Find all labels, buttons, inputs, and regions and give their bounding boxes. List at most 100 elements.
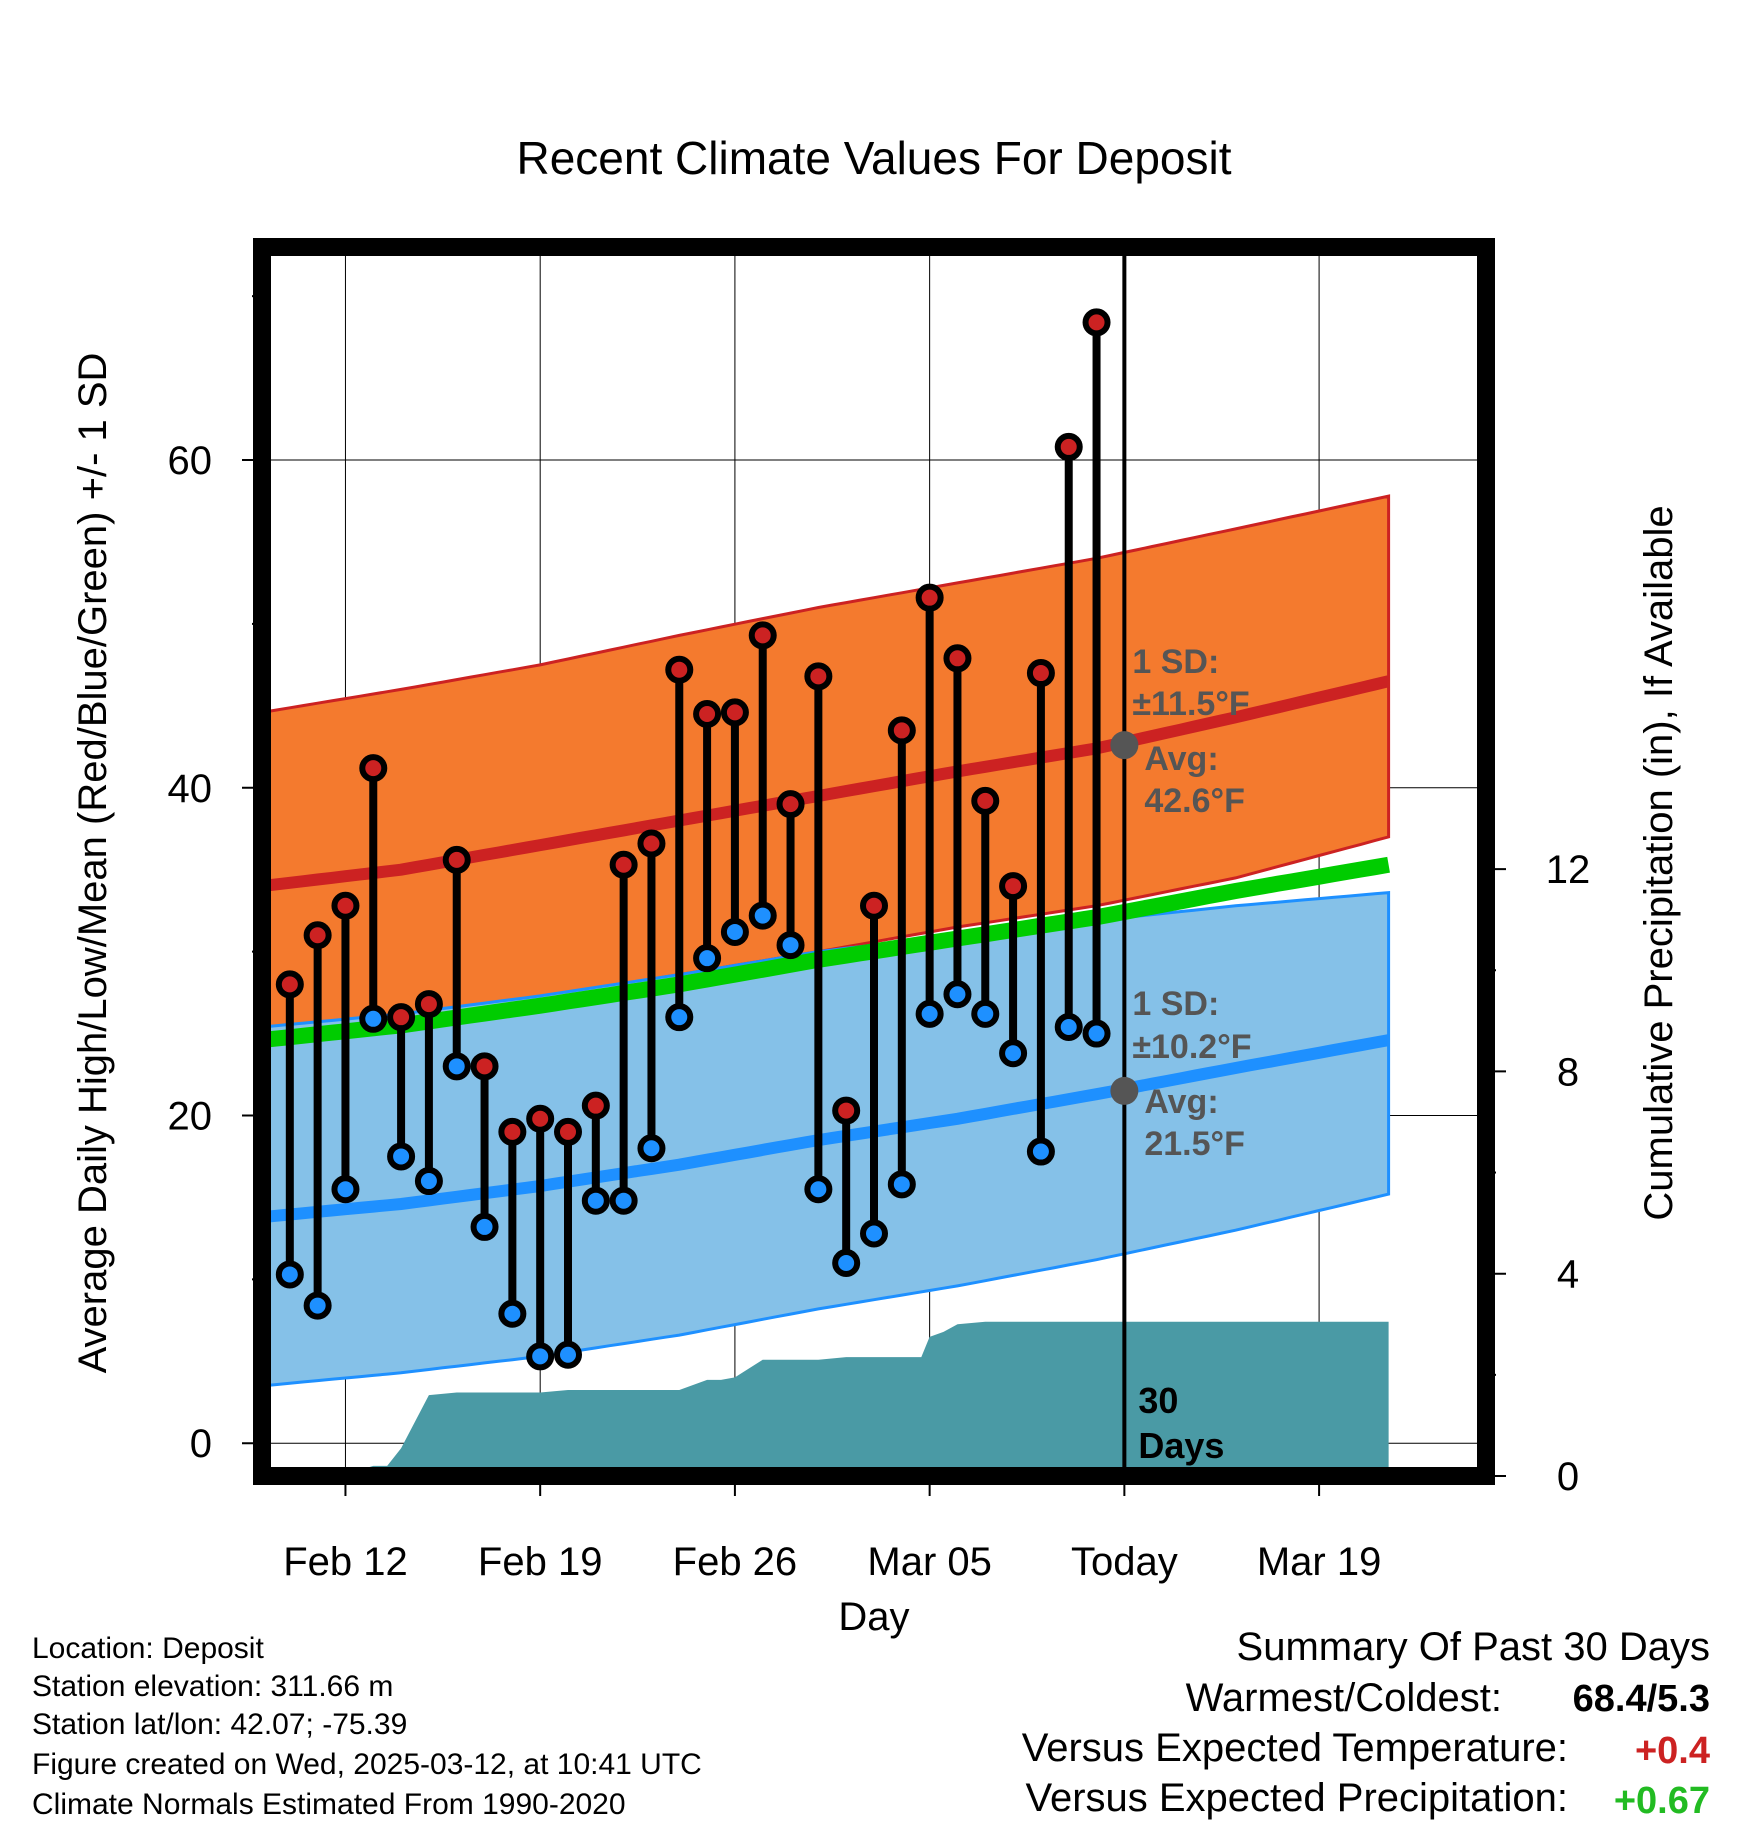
x-tick-label: Mar 19 xyxy=(1257,1540,1382,1584)
y-tick-label: 60 xyxy=(168,439,213,483)
high-point xyxy=(1026,659,1055,688)
low-avg-label: Avg: xyxy=(1144,1083,1218,1121)
low-point xyxy=(1026,1137,1055,1166)
low-point xyxy=(581,1186,610,1215)
high-point xyxy=(414,990,443,1019)
high-point xyxy=(275,970,304,999)
y-tick-label: 40 xyxy=(168,767,213,811)
low-point xyxy=(748,901,777,930)
low-point xyxy=(720,917,749,946)
high-point xyxy=(609,850,638,879)
high-point xyxy=(331,891,360,920)
high-sd-label: 1 SD: xyxy=(1132,643,1219,681)
high-point xyxy=(804,662,833,691)
warmest-coldest-label: Warmest/Coldest: xyxy=(1185,1676,1502,1720)
high-point xyxy=(887,716,916,745)
low-point xyxy=(1054,1013,1083,1042)
high-point xyxy=(748,621,777,650)
low-point xyxy=(832,1248,861,1277)
low-point xyxy=(693,944,722,973)
low-point xyxy=(804,1175,833,1204)
x-tick-label: Feb 12 xyxy=(283,1540,408,1584)
y2-tick-label: 4 xyxy=(1557,1253,1579,1297)
high-point xyxy=(971,786,1000,815)
high-point xyxy=(720,698,749,727)
high-point xyxy=(915,583,944,612)
low-point xyxy=(609,1186,638,1215)
high-point xyxy=(498,1117,527,1146)
high-point xyxy=(303,921,332,950)
temp-vs-expected-value: +0.4 xyxy=(1634,1730,1710,1772)
low-point xyxy=(554,1340,582,1369)
low-point xyxy=(999,1039,1028,1068)
high-point xyxy=(1082,308,1111,337)
summary-heading: Summary Of Past 30 Days xyxy=(1236,1625,1710,1669)
high-point xyxy=(1054,432,1083,461)
high-point xyxy=(943,644,972,673)
normal-mean-line xyxy=(262,856,1390,1049)
temp-vs-expected-label: Versus Expected Temperature: xyxy=(1021,1726,1568,1770)
low-avg-marker xyxy=(1110,1076,1139,1105)
high-point xyxy=(581,1091,610,1120)
high-point xyxy=(832,1096,861,1125)
low-point xyxy=(275,1260,304,1289)
station-latlon: Station lat/lon: 42.07; -75.39 xyxy=(32,1708,408,1741)
high-point xyxy=(554,1117,582,1146)
low-point xyxy=(470,1212,499,1241)
high-point xyxy=(665,655,694,684)
low-sd-label: 1 SD: xyxy=(1132,985,1219,1023)
low-point xyxy=(887,1170,916,1199)
plot-content xyxy=(262,247,1486,1476)
low-point xyxy=(414,1167,443,1196)
low-point xyxy=(442,1052,471,1081)
high-sd-value: ±11.5°F xyxy=(1132,685,1249,723)
low-point xyxy=(387,1142,416,1171)
x-tick-label: Today xyxy=(1071,1540,1178,1584)
normal-low-line xyxy=(262,1034,1390,1224)
low-point xyxy=(971,999,1000,1028)
y2-tick-label: 0 xyxy=(1557,1455,1579,1499)
y-tick-label: 20 xyxy=(168,1094,213,1138)
high-point xyxy=(776,790,805,819)
low-point xyxy=(1082,1019,1111,1048)
today-days-label: 30 xyxy=(1138,1380,1178,1421)
high-point xyxy=(442,845,471,874)
y2-tick-label: 12 xyxy=(1546,848,1591,892)
high-point xyxy=(693,700,722,729)
high-point xyxy=(637,829,666,858)
low-point xyxy=(915,999,944,1028)
low-point xyxy=(665,1003,694,1032)
low-point xyxy=(359,1004,388,1033)
low-avg-value: 21.5°F xyxy=(1144,1125,1245,1163)
today-days-label-2: Days xyxy=(1138,1425,1224,1466)
climate-normals-note: Climate Normals Estimated From 1990-2020 xyxy=(32,1788,626,1821)
high-point xyxy=(470,1052,499,1081)
low-point xyxy=(303,1291,332,1320)
y-tick-label: 0 xyxy=(190,1422,212,1466)
low-point xyxy=(498,1299,527,1328)
high-point xyxy=(999,872,1028,901)
low-point xyxy=(776,931,805,960)
high-point xyxy=(526,1104,555,1133)
high-avg-label: Avg: xyxy=(1144,740,1218,778)
high-point xyxy=(359,754,388,783)
low-point xyxy=(331,1175,360,1204)
high-point xyxy=(387,1003,416,1032)
high-avg-marker xyxy=(1110,731,1139,760)
y2-tick-label: 8 xyxy=(1557,1050,1579,1094)
station-elevation: Station elevation: 311.66 m xyxy=(32,1670,394,1703)
high-avg-value: 42.6°F xyxy=(1144,782,1245,820)
x-tick-label: Feb 26 xyxy=(673,1540,798,1584)
low-point xyxy=(526,1342,555,1371)
warmest-coldest-value: 68.4/5.3 xyxy=(1572,1678,1710,1720)
low-point xyxy=(860,1219,888,1248)
high-point xyxy=(860,891,888,920)
y2-axis-label: Cumulative Precipitation (in), If Availa… xyxy=(1637,505,1681,1220)
precipitation-area xyxy=(262,1321,1389,1476)
x-tick-label: Feb 19 xyxy=(478,1540,603,1584)
figure-created: Figure created on Wed, 2025-03-12, at 10… xyxy=(32,1748,702,1781)
x-tick-label: Mar 05 xyxy=(867,1540,992,1584)
chart-title: Recent Climate Values For Deposit xyxy=(517,132,1232,184)
